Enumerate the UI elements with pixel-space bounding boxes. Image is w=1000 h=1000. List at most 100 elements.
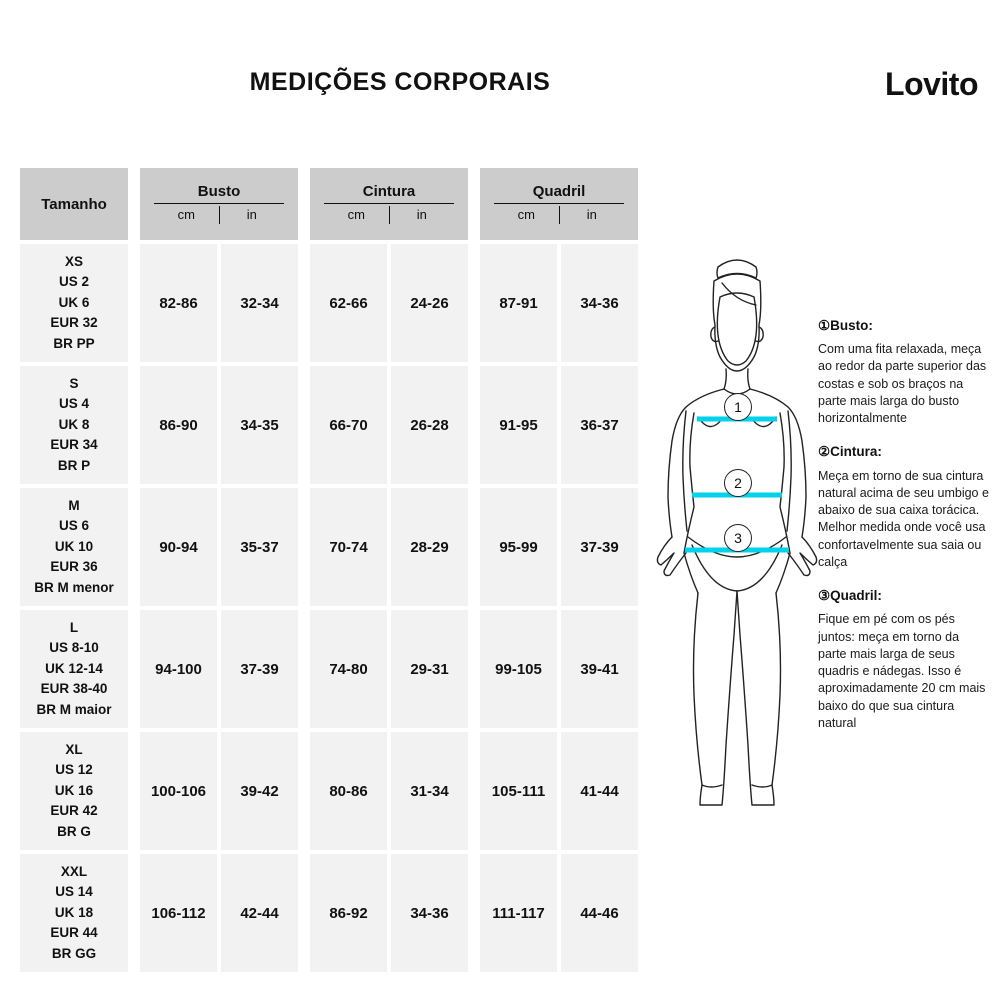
table-row: XXL US 14 UK 18 EUR 44 BR GG 106-112 42-44 86-9… (20, 854, 642, 976)
size-line: L (69, 619, 79, 635)
cell-quadril-cm: 87-91 (480, 244, 557, 362)
page-title: MEDIÇÕES CORPORAIS (249, 68, 551, 96)
marker-waist: 2 (724, 469, 752, 497)
size-chart-table: Tamanho Busto cm in Cintura cm in Quadri… (20, 168, 642, 976)
cell-cintura-cm: 66-70 (310, 366, 387, 484)
size-line: US 14 (55, 884, 93, 900)
group-units-busto: cm in (154, 203, 284, 225)
cell-quadril-in: 39-41 (561, 610, 638, 728)
group-units-quadril: cm in (494, 203, 624, 225)
size-line: XL (65, 741, 83, 757)
header-cell-tamanho: Tamanho (20, 168, 128, 240)
cell-busto-in: 42-44 (221, 854, 298, 972)
cell-quadril-cm: 95-99 (480, 488, 557, 606)
cell-busto-cm: 94-100 (140, 610, 217, 728)
size-line: BR GG (51, 945, 97, 961)
cell-cintura-in: 34-36 (391, 854, 468, 972)
unit-quadril-in: in (586, 207, 597, 223)
marker-hip: 3 (724, 524, 752, 552)
unit-busto-in: in (246, 207, 257, 223)
cell-size-label: XL US 12 UK 16 EUR 42 BR G (20, 732, 128, 850)
instruction-busto: ①Busto: Com uma fita relaxada, meça ao r… (818, 318, 990, 427)
table-row: XL US 12 UK 16 EUR 42 BR G 100-106 39-42 80-86 3… (20, 732, 642, 854)
instruction-quadril: ③Quadril: Fique em pé com os pés juntos:… (818, 588, 990, 732)
group-label-busto: Busto (197, 182, 241, 200)
group-label-cintura: Cintura (362, 182, 416, 200)
size-line: M (68, 497, 80, 513)
cell-busto-cm: 86-90 (140, 366, 217, 484)
unit-quadril-cm: cm (494, 206, 560, 225)
cell-quadril-cm: 105-111 (480, 732, 557, 850)
header-group-cintura: Cintura cm in (310, 168, 468, 240)
size-line: XXL (60, 863, 88, 879)
size-line: US 12 (55, 762, 93, 778)
size-line: US 6 (58, 518, 89, 534)
unit-busto-cm: cm (154, 206, 220, 225)
cell-cintura-in: 28-29 (391, 488, 468, 606)
cell-busto-cm: 106-112 (140, 854, 217, 972)
cell-busto-in: 32-34 (221, 244, 298, 362)
group-label-quadril: Quadril (532, 182, 586, 200)
size-line: EUR 36 (50, 559, 98, 575)
table-row: M US 6 UK 10 EUR 36 BR M menor 90-94 35-37 70-7… (20, 488, 642, 610)
instruction-busto-text: Com uma fita relaxada, meça ao redor da … (818, 342, 987, 426)
size-line: UK 8 (58, 416, 90, 432)
size-line: EUR 32 (50, 315, 98, 331)
cell-size-label: XS US 2 UK 6 EUR 32 BR PP (20, 244, 128, 362)
size-line: EUR 38-40 (40, 681, 108, 697)
size-line: US 2 (58, 274, 89, 290)
cell-cintura-in: 31-34 (391, 732, 468, 850)
cell-quadril-in: 44-46 (561, 854, 638, 972)
size-line: BR G (57, 823, 91, 839)
instruction-quadril-title: ③Quadril: (818, 588, 882, 604)
size-line: BR P (57, 457, 91, 473)
size-line: UK 10 (54, 538, 94, 554)
table-header-row: Tamanho Busto cm in Cintura cm in Quadri… (20, 168, 642, 244)
cell-cintura-cm: 74-80 (310, 610, 387, 728)
cell-quadril-in: 34-36 (561, 244, 638, 362)
cell-quadril-in: 41-44 (561, 732, 638, 850)
table-row: L US 8-10 UK 12-14 EUR 38-40 BR M maior 94-10… (20, 610, 642, 732)
size-line: BR PP (53, 335, 95, 351)
cell-quadril-in: 37-39 (561, 488, 638, 606)
table-row: XS US 2 UK 6 EUR 32 BR PP 82-86 32-34 62-66 24-2… (20, 244, 642, 366)
cell-cintura-cm: 62-66 (310, 244, 387, 362)
group-units-cintura: cm in (324, 203, 454, 225)
instruction-cintura-title: ②Cintura: (818, 444, 882, 460)
size-line: UK 16 (54, 782, 94, 798)
header-group-quadril: Quadril cm in (480, 168, 638, 240)
cell-cintura-cm: 70-74 (310, 488, 387, 606)
size-line: EUR 34 (50, 437, 98, 453)
cell-busto-cm: 100-106 (140, 732, 217, 850)
cell-quadril-in: 36-37 (561, 366, 638, 484)
size-line: UK 18 (54, 904, 94, 920)
unit-cintura-in: in (416, 207, 427, 223)
cell-busto-cm: 82-86 (140, 244, 217, 362)
size-line: S (69, 375, 79, 391)
size-line: EUR 42 (50, 803, 98, 819)
table-row: S US 4 UK 8 EUR 34 BR P 86-90 34-35 66-70 26-28 9… (20, 366, 642, 488)
cell-cintura-in: 29-31 (391, 610, 468, 728)
instruction-cintura-text: Meça em torno de sua cintura natural aci… (818, 468, 989, 569)
table-body: XS US 2 UK 6 EUR 32 BR PP 82-86 32-34 62-66 24-2… (20, 244, 642, 976)
cell-busto-in: 37-39 (221, 610, 298, 728)
size-line: UK 12-14 (45, 660, 103, 676)
brand-logo: Lovito (885, 66, 978, 102)
cell-cintura-in: 24-26 (391, 244, 468, 362)
cell-quadril-cm: 111-117 (480, 854, 557, 972)
instruction-quadril-text: Fique em pé com os pés juntos: meça em t… (818, 612, 986, 730)
cell-cintura-cm: 80-86 (310, 732, 387, 850)
cell-size-label: L US 8-10 UK 12-14 EUR 38-40 BR M maior (20, 610, 128, 728)
cell-busto-in: 34-35 (221, 366, 298, 484)
cell-cintura-in: 26-28 (391, 366, 468, 484)
cell-size-label: M US 6 UK 10 EUR 36 BR M menor (20, 488, 128, 606)
cell-busto-in: 39-42 (221, 732, 298, 850)
size-line: UK 6 (58, 294, 90, 310)
unit-cintura-cm: cm (324, 206, 390, 225)
size-line: BR M menor (34, 579, 114, 595)
cell-busto-cm: 90-94 (140, 488, 217, 606)
measurement-instructions: ①Busto: Com uma fita relaxada, meça ao r… (818, 318, 990, 749)
cell-size-label: S US 4 UK 8 EUR 34 BR P (20, 366, 128, 484)
instruction-busto-title: ①Busto: (818, 318, 873, 333)
cell-quadril-cm: 99-105 (480, 610, 557, 728)
